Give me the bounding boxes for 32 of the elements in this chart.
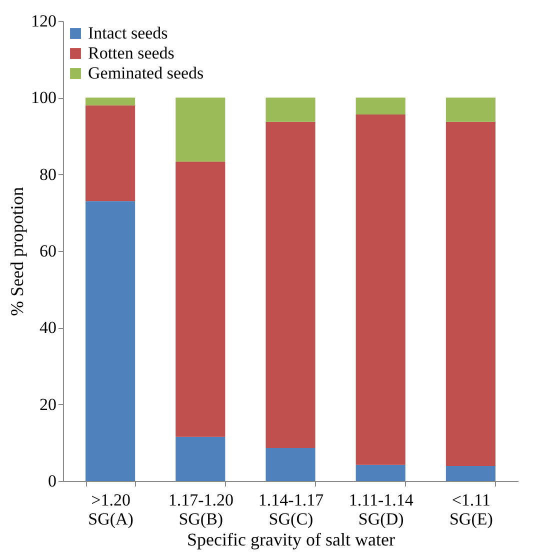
y-tick-label: 20 (40, 394, 56, 414)
y-tick-label: 40 (40, 318, 56, 338)
bar (266, 448, 316, 481)
bar (86, 98, 136, 106)
bar (446, 466, 496, 481)
legend-label: Rotten seeds (88, 44, 174, 62)
y-tick-label: 100 (31, 88, 56, 108)
bar (86, 201, 136, 481)
bar (266, 98, 316, 122)
bar (446, 98, 496, 122)
x-tick-label: >1.20 SG(A) (88, 490, 134, 528)
bar (176, 162, 226, 437)
bar (86, 105, 136, 202)
x-tick-label: <1.11 SG(E) (449, 490, 493, 528)
legend-label: Geminated seeds (88, 64, 204, 82)
x-tick-label: 1.11-1.14 SG(D) (348, 490, 414, 528)
y-tick-label: 80 (40, 164, 56, 184)
bar (356, 464, 406, 481)
x-axis-title: Specific gravity of salt water (187, 530, 395, 550)
bar (356, 98, 406, 115)
bar (356, 114, 406, 465)
bar (176, 436, 226, 481)
x-tick-label: 1.17-1.20 SG(B) (168, 490, 234, 528)
bar (176, 98, 226, 162)
y-tick-label: 60 (40, 242, 56, 260)
y-tick-label: 0 (48, 472, 56, 490)
bar (446, 122, 496, 466)
y-tick-label: 120 (31, 12, 56, 30)
legend-label: Intact seeds (88, 24, 168, 42)
bar (266, 122, 316, 448)
y-axis-title: % Seed propotion (7, 187, 27, 316)
x-tick-label: 1.14-1.17 SG(C) (258, 490, 324, 528)
